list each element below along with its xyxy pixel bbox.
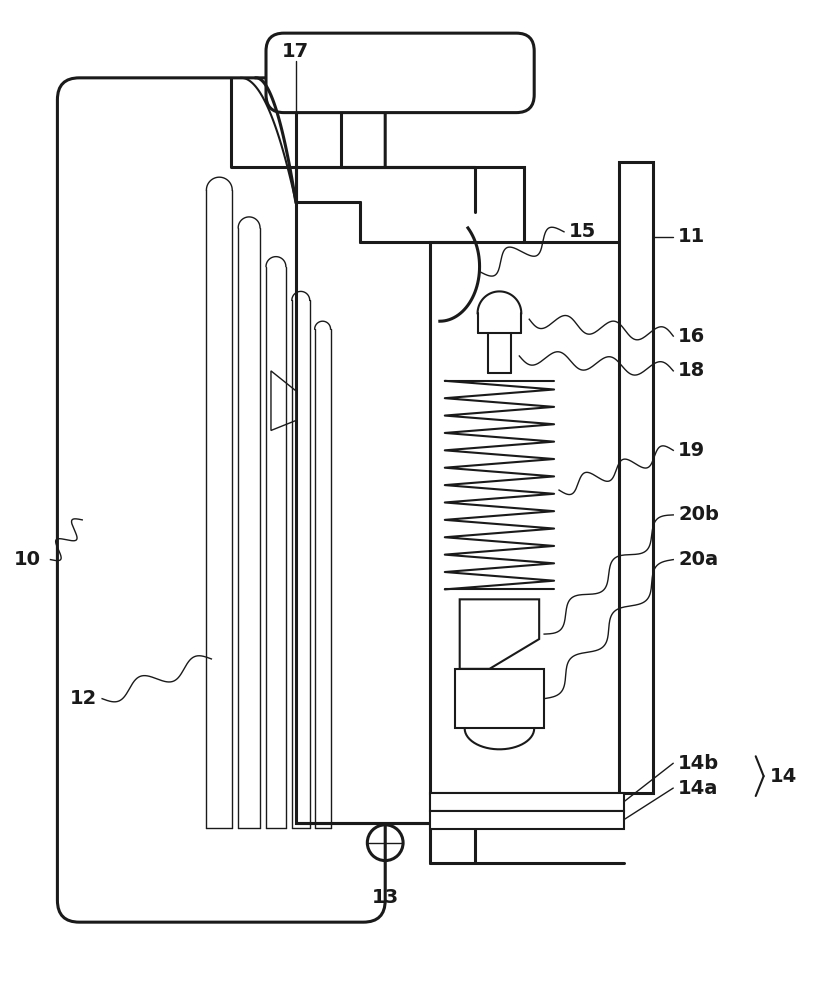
Text: 12: 12 [70, 689, 97, 708]
Polygon shape [460, 599, 539, 669]
Bar [455, 669, 544, 728]
Bar [296, 167, 524, 823]
Text: 18: 18 [678, 361, 706, 380]
Text: 20a: 20a [678, 550, 718, 569]
Text: 14: 14 [770, 767, 797, 786]
Text: 14a: 14a [678, 779, 719, 798]
Text: 16: 16 [678, 327, 706, 346]
Polygon shape [271, 371, 296, 430]
FancyBboxPatch shape [266, 33, 534, 113]
Text: 19: 19 [678, 441, 706, 460]
Text: 15: 15 [569, 222, 596, 241]
Bar [430, 811, 623, 829]
Text: 17: 17 [283, 42, 309, 61]
Text: 10: 10 [13, 550, 41, 569]
Bar [430, 793, 623, 811]
Text: 11: 11 [678, 227, 706, 246]
Bar [430, 242, 623, 793]
Bar [618, 162, 653, 793]
FancyBboxPatch shape [57, 78, 386, 922]
Text: 14b: 14b [678, 754, 720, 773]
Text: 13: 13 [371, 888, 399, 907]
Text: 20b: 20b [678, 505, 719, 524]
